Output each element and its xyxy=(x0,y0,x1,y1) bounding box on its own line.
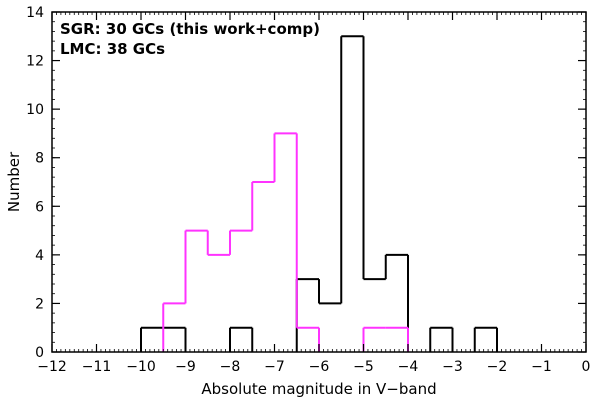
y-tick-labels: 0 2 4 6 8 10 12 14 xyxy=(26,5,44,361)
y-tick-label: 8 xyxy=(35,151,44,167)
x-tick-label: −9 xyxy=(175,359,196,375)
x-tick-label: −5 xyxy=(353,359,374,375)
y-tick-label: 4 xyxy=(35,248,44,264)
y-axis-label: Number xyxy=(5,151,23,212)
x-tick-label: −8 xyxy=(220,359,241,375)
x-tick-label: −10 xyxy=(126,359,156,375)
y-tick-label: 12 xyxy=(26,54,44,70)
y-tick-label: 2 xyxy=(35,296,44,312)
x-tick-labels: −12 −11 −10 −9 −8 −7 −6 −5 −4 −3 −2 −1 0 xyxy=(37,359,590,375)
y-tick-label: 0 xyxy=(35,345,44,361)
x-tick-label: 0 xyxy=(582,359,591,375)
x-tick-label: −7 xyxy=(264,359,285,375)
x-tick-label: −3 xyxy=(442,359,463,375)
x-tick-label: −11 xyxy=(82,359,112,375)
x-axis-label: Absolute magnitude in V−band xyxy=(201,380,436,398)
x-tick-label: −6 xyxy=(309,359,330,375)
plot-frame xyxy=(51,11,587,353)
series-lmc xyxy=(162,132,409,352)
x-tick-label: −2 xyxy=(487,359,508,375)
y-tick-label: 10 xyxy=(26,102,44,118)
y-tick-label: 6 xyxy=(35,199,44,215)
legend: SGR: 30 GCs (this work+comp) LMC: 38 GCs xyxy=(60,20,320,58)
legend-entry-sgr: SGR: 30 GCs (this work+comp) xyxy=(60,20,320,38)
x-tick-label: −4 xyxy=(398,359,419,375)
legend-entry-lmc: LMC: 38 GCs xyxy=(60,40,165,58)
x-tick-label: −12 xyxy=(37,359,67,375)
y-tick-label: 14 xyxy=(26,5,44,21)
x-tick-label: −1 xyxy=(531,359,552,375)
